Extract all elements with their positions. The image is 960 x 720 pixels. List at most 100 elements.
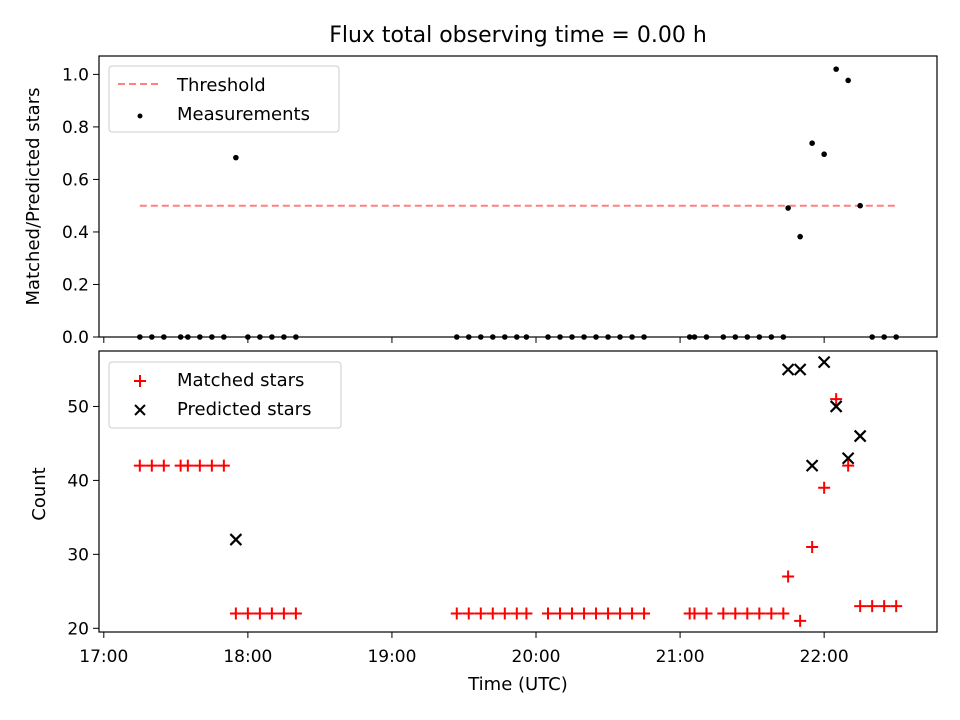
matched-stars-point	[890, 600, 903, 613]
predicted-stars-point	[817, 355, 831, 369]
bottom-y-axis-label: Count	[29, 467, 50, 520]
matched-stars-point	[626, 607, 639, 620]
top-y-tick-label: 0.8	[62, 118, 89, 138]
matched-stars-point	[277, 607, 290, 620]
measurement-point	[845, 77, 851, 84]
predicted-stars-point	[781, 363, 795, 376]
matched-stars-point	[193, 459, 206, 472]
matched-stars-point	[474, 607, 487, 620]
bottom-axes-frame	[98, 350, 938, 633]
matched-stars-point	[806, 540, 819, 553]
matched-stars-point	[700, 607, 713, 620]
top-y-tick-label: 0.0	[62, 328, 89, 348]
top-panel: 0.0 0.2 0.4 0.6 0.8 1.0 Matched/Predicted sta…	[23, 55, 938, 348]
matched-stars-point	[205, 459, 218, 472]
matched-stars-point	[217, 459, 230, 472]
x-axis-label: Time (UTC)	[467, 674, 568, 695]
matched-stars-point	[842, 459, 855, 472]
bottom-y-tick-label: 30	[67, 545, 89, 565]
matched-stars-point	[602, 607, 615, 620]
x-tick-label: 17:00	[79, 647, 128, 667]
measurement-point	[809, 140, 815, 146]
matched-stars-legend-swatch	[134, 375, 146, 387]
x-tick-label: 20:00	[512, 647, 561, 667]
bottom-y-tick-label: 20	[67, 619, 89, 639]
matched-stars-point	[688, 607, 701, 620]
matched-stars-point	[241, 607, 254, 620]
bottom-y-tick-label: 40	[67, 471, 89, 491]
x-tick-label: 19:00	[367, 647, 416, 667]
predicted-stars-point	[805, 459, 819, 472]
top-y-tick-label: 0.4	[62, 223, 89, 243]
bottom-y-tick-label: 50	[67, 397, 89, 417]
matched-stars-point	[765, 607, 778, 620]
predicted-stars-legend-label: Predicted stars	[177, 399, 311, 420]
predicted-stars-point	[229, 533, 243, 546]
matched-stars-point	[782, 570, 795, 583]
matched-stars-point	[554, 607, 567, 620]
matched-stars-point	[133, 459, 146, 472]
measurements-legend-swatch	[137, 113, 143, 119]
matched-stars-point	[578, 607, 591, 620]
top-y-tick-label: 0.6	[62, 170, 89, 190]
matched-stars-point	[638, 607, 651, 620]
measurements-legend-label: Measurements	[177, 104, 310, 125]
bottom-legend: Matched stars Predicted stars	[108, 361, 342, 429]
bottom-y-ticks: 20 30 40 50	[67, 397, 99, 639]
matched-stars-point	[181, 459, 194, 472]
bottom-marks	[133, 355, 903, 627]
measurement-point	[821, 151, 827, 158]
matched-stars-point	[753, 607, 766, 620]
predicted-stars-point	[793, 363, 807, 376]
matched-stars-point	[157, 459, 170, 472]
measurement-point	[857, 202, 863, 209]
matched-stars-point	[830, 393, 843, 406]
chart-title: Flux total observing time = 0.00 h	[329, 23, 707, 48]
matched-stars-point	[729, 607, 742, 620]
top-axes-frame	[98, 55, 938, 338]
top-legend-box	[108, 65, 340, 133]
x-tick-label: 18:00	[223, 647, 272, 667]
x-tick-label: 22:00	[800, 647, 849, 667]
predicted-stars-point	[853, 429, 867, 443]
measurement-point	[833, 66, 839, 72]
measurement-point	[785, 205, 791, 211]
predicted-stars-legend-swatch	[134, 404, 146, 416]
threshold-legend-label: Threshold	[176, 75, 266, 96]
matched-stars-point	[854, 600, 867, 613]
matched-stars-point	[145, 459, 158, 472]
bottom-x-ticks: 17:00 18:00 19:00 20:00 21:00 22:00	[79, 632, 849, 667]
matched-stars-point	[462, 607, 475, 620]
matched-stars-point	[289, 607, 302, 620]
matched-stars-point	[741, 607, 754, 620]
matched-stars-point	[866, 600, 879, 613]
matched-stars-point	[717, 607, 730, 620]
matched-stars-point	[878, 600, 891, 613]
matched-stars-point	[229, 607, 242, 620]
matched-stars-point	[818, 481, 831, 494]
top-y-tick-label: 0.2	[62, 275, 89, 295]
matched-stars-point	[614, 607, 627, 620]
matched-stars-point	[486, 607, 499, 620]
matched-stars-point	[777, 607, 790, 620]
matched-stars-point	[253, 607, 266, 620]
x-tick-label: 21:00	[656, 647, 705, 667]
matched-stars-point	[590, 607, 603, 620]
predicted-stars-point	[841, 451, 855, 465]
top-y-ticks: 0.0 0.2 0.4 0.6 0.8 1.0	[62, 65, 99, 348]
measurement-point	[797, 233, 803, 240]
top-legend: Threshold Measurements	[108, 65, 340, 133]
matched-stars-point	[794, 614, 807, 627]
matched-stars-point	[265, 607, 278, 620]
matched-stars-point	[566, 607, 579, 620]
matched-stars-point	[520, 607, 533, 620]
matched-stars-point	[498, 607, 511, 620]
matched-stars-legend-label: Matched stars	[177, 370, 304, 391]
matched-stars-point	[542, 607, 555, 620]
matched-stars-point	[450, 607, 463, 620]
bottom-legend-box	[108, 361, 342, 429]
measurement-point	[233, 154, 239, 161]
top-y-axis-label: Matched/Predicted stars	[23, 88, 44, 306]
